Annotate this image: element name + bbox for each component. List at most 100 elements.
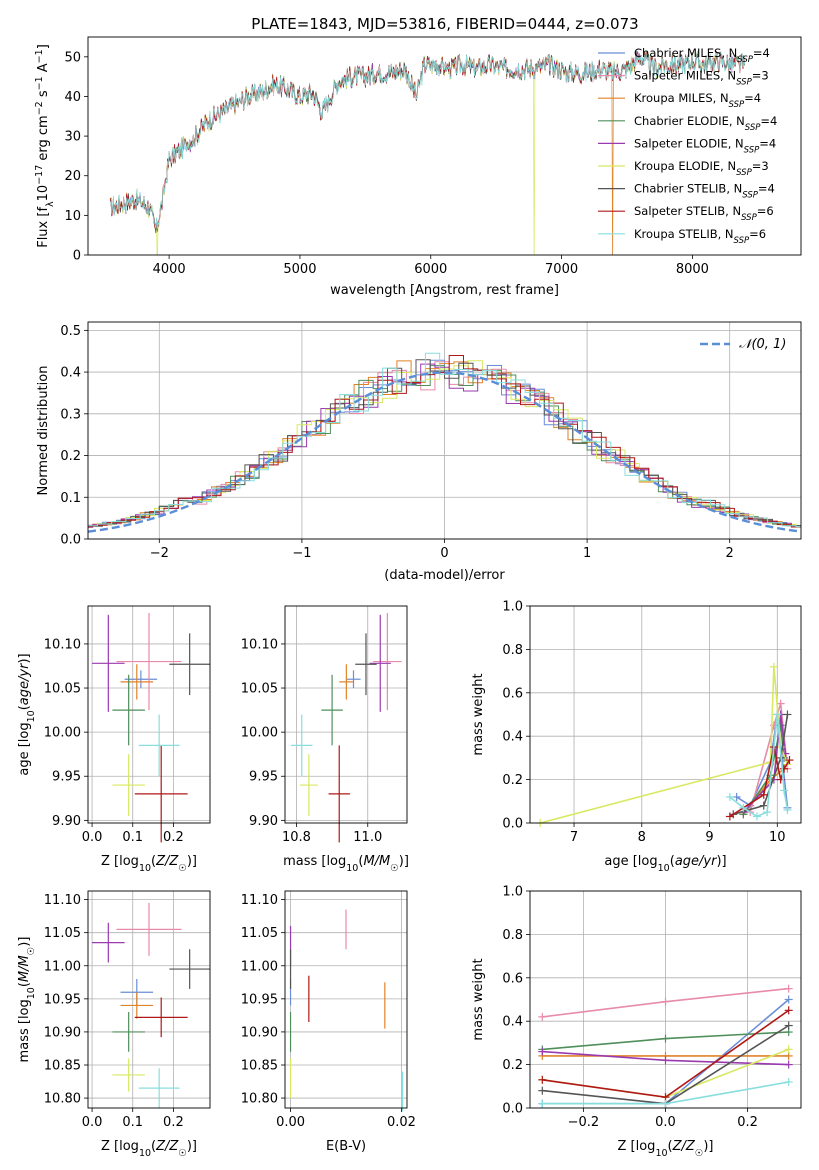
label-part: ( bbox=[17, 705, 32, 710]
y-tick-label: 10.10 bbox=[44, 637, 81, 652]
axes-frame bbox=[529, 890, 802, 1109]
legend-sub: SSP bbox=[745, 123, 761, 133]
label-part: )] bbox=[17, 937, 32, 947]
x-tick-label: 6000 bbox=[414, 262, 447, 277]
label-part: 10 bbox=[139, 863, 151, 874]
legend-main: Kroupa MILES, N bbox=[634, 91, 729, 105]
legend-label-9: Kroupa STELIB, NSSP=6 bbox=[634, 227, 766, 246]
legend-tail: =4 bbox=[759, 136, 776, 150]
label-part: λ bbox=[45, 201, 56, 207]
axes-frame bbox=[284, 890, 408, 1109]
y-tick-label: 11.00 bbox=[44, 959, 81, 974]
y-tick-label: 10.95 bbox=[44, 992, 81, 1007]
axes-frame bbox=[529, 605, 802, 824]
y-tick-label: 0.5 bbox=[60, 324, 81, 339]
label-part: )] bbox=[187, 1139, 197, 1154]
y-tick-label: 10.10 bbox=[241, 637, 278, 652]
label-part: age [log bbox=[17, 722, 32, 775]
label-part: )] bbox=[187, 854, 197, 869]
legend-label-1: Chabrier MILES, NSSP=4 bbox=[634, 46, 770, 65]
label-part: ☉ bbox=[695, 1148, 704, 1159]
legend-main: Salpeter STELIB, N bbox=[634, 204, 741, 218]
spectrum-model-line-9 bbox=[109, 50, 745, 230]
legend-tail: =3 bbox=[752, 69, 769, 83]
x-tick-label: −2 bbox=[150, 546, 169, 561]
y-tick-label: 0.3 bbox=[60, 407, 81, 422]
x-tick-label: −0.2 bbox=[568, 1115, 600, 1130]
y-tick-label: 10.80 bbox=[44, 1092, 81, 1107]
legend-label-4: Chabrier ELODIE, NSSP=4 bbox=[634, 114, 777, 133]
label-part: Z [log bbox=[101, 854, 139, 869]
label-part: 10 bbox=[346, 863, 358, 874]
label-part: ( bbox=[151, 1139, 156, 1154]
axes-frame bbox=[87, 890, 211, 1109]
label-part: )] bbox=[703, 1139, 713, 1154]
legend-main: Salpeter ELODIE, N bbox=[634, 136, 744, 150]
legend-label-3: Kroupa MILES, NSSP=4 bbox=[634, 91, 761, 110]
axes-frame bbox=[87, 36, 802, 256]
gaussian-legend-label: 𝒩(0, 1) bbox=[739, 337, 786, 352]
x-tick-label: 8 bbox=[638, 830, 646, 845]
label-part: ( bbox=[151, 854, 156, 869]
y-tick-label: 0.6 bbox=[502, 971, 523, 986]
label-part: )] bbox=[399, 854, 409, 869]
label-part: 10 bbox=[26, 987, 37, 999]
legend-sub: SSP bbox=[737, 55, 753, 65]
label-part: Z [log bbox=[618, 1139, 656, 1154]
label-part: ☉ bbox=[178, 863, 187, 874]
mass-vs-metallicity-panel: 0.0 0.1 0.2 10.80 10.85 10.90 10.95 11.00 11.05 1… bbox=[17, 890, 211, 1159]
y-tick-label: 11.05 bbox=[241, 926, 278, 941]
label-part: −2 bbox=[34, 101, 45, 115]
label-part: 10 bbox=[36, 185, 51, 202]
legend-label-6: Kroupa ELODIE, NSSP=3 bbox=[634, 159, 769, 178]
y-tick-label: 11.00 bbox=[241, 959, 278, 974]
y-tick-label: 1.0 bbox=[502, 600, 523, 615]
legend-sub: SSP bbox=[736, 78, 752, 88]
x-tick-label: 5000 bbox=[283, 262, 316, 277]
residuals-panel: −2 −1 0 1 2 0.0 0.1 0.2 0.3 0.4 0.5 𝒩(0, 1) (data-mo… bbox=[36, 321, 802, 583]
label-part: −17 bbox=[34, 165, 45, 185]
label-part: 10 bbox=[26, 710, 37, 722]
y-tick-label: 0.4 bbox=[502, 1015, 523, 1030]
y-tick-label: 0.4 bbox=[60, 366, 81, 381]
x-tick-label: 7000 bbox=[545, 262, 578, 277]
y-tick-label: 0.2 bbox=[60, 449, 81, 464]
axes-frame bbox=[87, 605, 211, 824]
y-tick-label: 20 bbox=[64, 169, 81, 184]
residuals-x-axis-label: (data-model)/error bbox=[384, 568, 505, 583]
label-part: Flux [f bbox=[36, 207, 51, 248]
label-part: age/yr bbox=[675, 854, 718, 869]
legend-main: Chabrier ELODIE, N bbox=[634, 114, 745, 128]
y-tick-label: 10.05 bbox=[44, 682, 81, 697]
weight-line-4 bbox=[742, 725, 785, 815]
x-tick-label: 0.1 bbox=[122, 830, 143, 845]
y-tick-label: 10 bbox=[64, 209, 81, 224]
age-vs-mass-panel: 10.8 11.0 9.90 9.95 10.00 10.05 10.10 mass [log… bbox=[241, 605, 409, 874]
y-tick-label: 0.0 bbox=[502, 817, 523, 832]
legend-tail: =4 bbox=[760, 114, 777, 128]
label-part: 10 bbox=[655, 1148, 667, 1159]
legend-label-2: Salpeter MILES, NSSP=3 bbox=[634, 69, 769, 88]
legend-sub: SSP bbox=[744, 145, 760, 155]
legend-main: Kroupa STELIB, N bbox=[634, 227, 734, 241]
legend-sub: SSP bbox=[736, 168, 752, 178]
age_vs_Z-x-axis-label: Z [log10(Z/Z☉)] bbox=[101, 854, 197, 874]
label-part: ( bbox=[670, 854, 675, 869]
y-tick-label: 10.00 bbox=[241, 726, 278, 741]
legend-tail: =6 bbox=[757, 204, 774, 218]
spectrum-model-line-8 bbox=[109, 50, 745, 230]
y-tick-label: 9.90 bbox=[52, 814, 81, 829]
x-tick-label: 0.02 bbox=[387, 1115, 416, 1130]
label-part: Z/Z bbox=[155, 854, 179, 869]
legend-tail: =4 bbox=[758, 182, 775, 196]
y-tick-label: 0.1 bbox=[60, 491, 81, 506]
y-tick-label: 10.05 bbox=[241, 682, 278, 697]
y-tick-label: 30 bbox=[64, 130, 81, 145]
spectrum-y-axis-label: Flux [fλ10−17 erg cm−2 s−1 A−1] bbox=[34, 44, 56, 248]
legend-main: Chabrier MILES, N bbox=[634, 46, 737, 60]
x-tick-label: 2 bbox=[726, 546, 734, 561]
x-tick-label: 11.0 bbox=[353, 830, 382, 845]
y-tick-label: 0 bbox=[73, 249, 81, 264]
label-part: ( bbox=[358, 854, 363, 869]
